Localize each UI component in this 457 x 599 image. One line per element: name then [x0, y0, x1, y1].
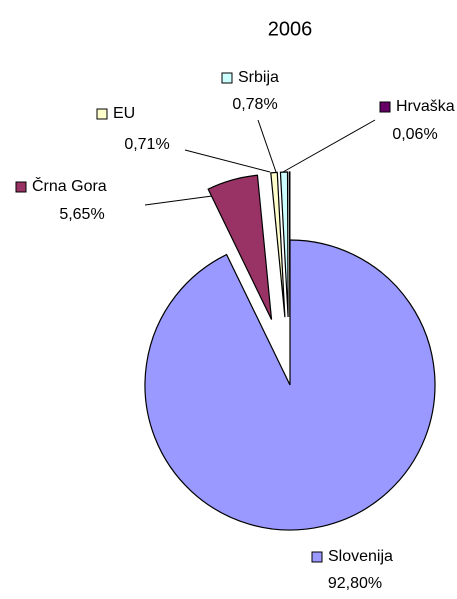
- pie-slice: [207, 174, 273, 320]
- chart-title: 2006: [268, 18, 313, 40]
- legend-swatch: [379, 101, 391, 113]
- leader-line: [282, 119, 376, 173]
- legend-swatch: [96, 108, 108, 120]
- pie-slice: [288, 171, 291, 318]
- leader-line: [184, 149, 271, 173]
- value-label: 0,06%: [392, 126, 437, 143]
- leader-line: [257, 119, 277, 173]
- leader-line: [144, 195, 213, 206]
- pie-slice: [144, 239, 436, 531]
- legend-swatch: [221, 72, 233, 84]
- value-label: 5,65%: [59, 206, 104, 223]
- slice-label: Črna Gora: [32, 176, 107, 195]
- pie-slice: [279, 171, 289, 318]
- legend-swatch: [311, 551, 323, 563]
- legend-swatch: [15, 181, 27, 193]
- slice-label: Slovenija: [328, 548, 393, 565]
- pie-slice: [270, 171, 286, 318]
- value-label: 92,80%: [328, 575, 382, 592]
- slice-label: Hrvaška: [396, 98, 455, 115]
- slice-label: Srbija: [238, 69, 279, 86]
- value-label: 0,78%: [232, 96, 277, 113]
- slice-label: EU: [113, 105, 135, 122]
- value-label: 0,71%: [124, 136, 169, 153]
